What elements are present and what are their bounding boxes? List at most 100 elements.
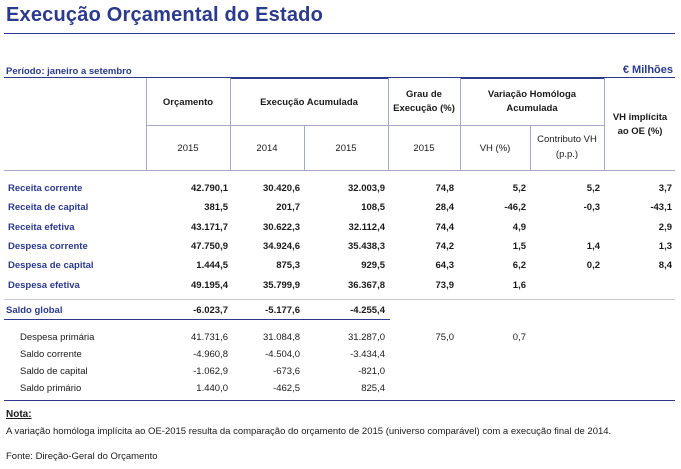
table-cell-grau: 64,3 [435,260,455,271]
header-divider [388,78,389,170]
table-row-label: Receita de capital [8,202,89,213]
table-cell-orc: 47.750,9 [191,241,228,252]
table-cell-vhi: 2,9 [658,222,672,233]
saldo-global-bottom-rule [4,319,390,320]
table-cell-contrib: 5,2 [586,183,600,194]
note-text: A variação homóloga implícita ao OE-2015… [6,426,612,437]
table-cell-orc: 43.171,7 [191,222,228,233]
header-divider [304,125,305,170]
table-cell-e2015: 929,5 [361,260,385,271]
saldo-global-e2015: -4.255,4 [350,305,385,316]
table-cell-vhi: 1,3 [658,241,672,252]
table-cell-orc: 42.790,1 [191,183,228,194]
sub-cell-e2014: 31.084,8 [263,332,300,343]
table-cell-e2014: 201,7 [276,202,300,213]
sub-cell-orc: -4.960,8 [193,349,228,360]
table-cell-e2014: 35.799,9 [263,280,300,291]
sub-cell-orc: 41.731,6 [191,332,228,343]
table-cell-vhi: 8,4 [658,260,672,271]
header-divider [530,125,531,170]
header-divider [604,78,605,170]
table-row-label: Despesa efetiva [8,280,80,291]
header-variacao-line2: Acumulada [506,103,558,114]
table-row-label: Receita efetiva [8,222,75,233]
table-cell-vh: 1,5 [512,241,526,252]
table-cell-vh: 1,6 [512,280,526,291]
header-divider [230,78,231,170]
table-row-label: Despesa corrente [8,241,88,252]
table-cell-vh: -46,2 [504,202,526,213]
header-vh-implicita-line1: VH implícita [612,112,668,123]
table-cell-orc: 1.444,5 [196,260,228,271]
period-label: Período: janeiro a setembro [6,66,132,77]
header-year-grau: 2015 [413,143,435,154]
table-cell-vh: 5,2 [512,183,526,194]
sub-cell-e2015: -821,0 [358,366,385,377]
table-cell-contrib: -0,3 [583,202,600,213]
table-cell-grau: 74,8 [435,183,455,194]
table-cell-vhi: 3,7 [658,183,672,194]
saldo-global-label: Saldo global [6,305,63,316]
sub-cell-e2015: -3.434,4 [350,349,385,360]
table-cell-e2014: 30.420,6 [263,183,300,194]
table-cell-grau: 74,2 [435,241,455,252]
header-divider [460,78,461,170]
table-cell-grau: 73,9 [435,280,455,291]
header-year-exec-2014: 2014 [256,143,278,154]
header-bottom-rule [4,170,675,171]
table-cell-e2015: 108,5 [361,202,385,213]
header-divider [146,78,147,170]
table-cell-vh: 6,2 [512,260,526,271]
header-year-exec-2015: 2015 [335,143,357,154]
header-year-orc: 2015 [177,143,199,154]
table-cell-e2014: 30.622,3 [263,222,300,233]
table-cell-vhi: -43,1 [650,202,672,213]
sub-cell-orc: -1.062,9 [193,366,228,377]
table-cell-grau: 28,4 [435,202,455,213]
sub-cell-e2014: -4.504,0 [265,349,300,360]
saldo-global-top-rule [4,299,675,300]
sub-row-label: Saldo primário [20,383,82,394]
sub-row-label: Saldo corrente [20,349,82,360]
title-divider [4,33,675,34]
table-cell-e2015: 35.438,3 [348,241,385,252]
saldo-global-orc: -6.023,7 [193,305,228,316]
units-label: € Milhões [622,64,673,76]
table-cell-grau: 74,4 [435,222,455,233]
sub-cell-grau: 75,0 [435,332,455,343]
table-cell-e2014: 34.924,6 [263,241,300,252]
table-cell-contrib: 1,4 [586,241,600,252]
sub-cell-e2014: -462,5 [273,383,300,394]
header-variacao-line1: Variação Homóloga [487,89,577,100]
table-row-label: Receita corrente [8,183,83,194]
table-cell-e2015: 36.367,8 [348,280,385,291]
sub-cell-vh: 0,7 [512,332,526,343]
table-cell-vh: 4,9 [512,222,526,233]
header-top-rule-var [460,77,604,79]
header-vh: VH (%) [479,143,511,154]
table-cell-orc: 381,5 [204,202,228,213]
table-row-label: Despesa de capital [8,260,94,271]
table-cell-e2015: 32.003,9 [348,183,385,194]
table-bottom-rule [4,400,675,401]
header-vh-implicita-line2: ao OE (%) [617,126,663,137]
header-execucao-acumulada: Execução Acumulada [260,97,358,108]
header-mid-rule [146,125,604,126]
header-contributo-line1: Contributo VH [537,134,597,145]
sub-cell-e2014: -673,6 [273,366,300,377]
table-cell-e2014: 875,3 [276,260,300,271]
header-grau-line2: Execução (%) [393,103,455,114]
page-title: Execução Orçamental do Estado [6,4,324,26]
header-orcamento: Orçamento [162,97,214,108]
source-text: Fonte: Direção-Geral do Orçamento [6,451,158,462]
sub-cell-e2015: 31.287,0 [348,332,385,343]
header-top-rule-exec [230,77,388,79]
sub-cell-orc: 1.440,0 [196,383,228,394]
header-grau-line1: Grau de [406,89,442,100]
table-cell-e2015: 32.112,4 [348,222,385,233]
table-cell-orc: 49.195,4 [191,280,228,291]
table-cell-contrib: 0,2 [586,260,600,271]
saldo-global-e2014: -5.177,6 [265,305,300,316]
sub-cell-e2015: 825,4 [361,383,385,394]
header-contributo-line2: (p.p.) [555,149,579,160]
